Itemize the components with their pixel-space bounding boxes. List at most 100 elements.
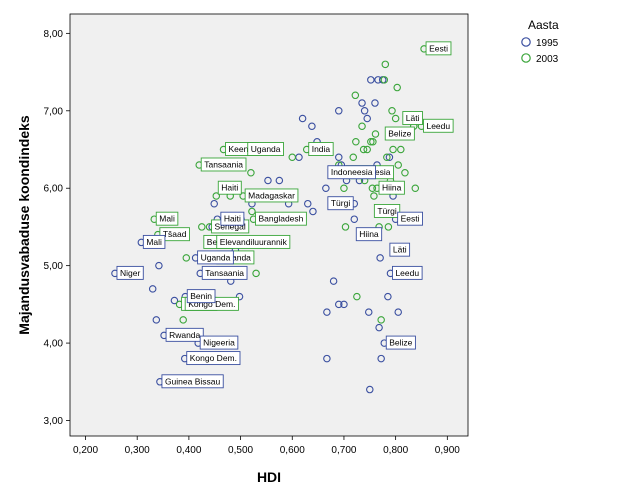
point-label-text: Haiti bbox=[224, 214, 241, 224]
point-label-box bbox=[255, 211, 307, 226]
point-label-text: India bbox=[312, 144, 331, 154]
data-point-2003 bbox=[383, 153, 391, 161]
legend-marker-2003 bbox=[521, 53, 531, 63]
point-label-text: Eesti bbox=[429, 43, 448, 53]
legend-label-2003: 2003 bbox=[536, 54, 559, 65]
point-label: Haiti bbox=[217, 180, 242, 195]
data-point-2003 bbox=[359, 145, 368, 154]
data-point-2003 bbox=[351, 91, 360, 100]
y-tick-label: 7,00 bbox=[44, 106, 64, 117]
x-tick-label: 0,400 bbox=[176, 445, 201, 456]
point-label: Türgi bbox=[373, 203, 401, 218]
x-tick-label: 0,200 bbox=[73, 445, 98, 456]
point-label-box bbox=[197, 250, 234, 265]
point-label: Hiina bbox=[355, 227, 383, 242]
point-label-text: Tšaad bbox=[163, 229, 187, 239]
data-point-2003 bbox=[391, 114, 400, 123]
point-label-text: Türgi bbox=[331, 198, 350, 208]
point-label-box bbox=[159, 227, 190, 242]
data-point-1995 bbox=[335, 153, 343, 161]
point-label-box bbox=[247, 142, 284, 156]
point-label-text: Leedu bbox=[395, 268, 419, 278]
data-point-1995 bbox=[363, 114, 371, 123]
data-point-1995 bbox=[264, 176, 272, 185]
data-point-1995 bbox=[170, 296, 179, 305]
point-labels: EestiLätiLeeduBelizeIndiaKeeniaUgandaTan… bbox=[116, 41, 454, 389]
point-label: Niger bbox=[116, 265, 144, 280]
point-label-text: Belize bbox=[389, 338, 412, 348]
data-point-1995 bbox=[275, 176, 284, 185]
data-point-1995 bbox=[375, 323, 383, 332]
data-point-1995 bbox=[376, 254, 384, 262]
data-point-2003 bbox=[394, 161, 402, 169]
y-tick-label: 3,00 bbox=[44, 416, 64, 427]
point-label-box bbox=[216, 234, 291, 249]
data-point-1995 bbox=[335, 300, 343, 309]
point-label-box bbox=[142, 234, 166, 249]
data-point-1995 bbox=[308, 122, 316, 131]
point-label: Türgi bbox=[327, 196, 354, 211]
data-point-2003 bbox=[341, 223, 350, 231]
x-axis-title: HDI bbox=[257, 469, 281, 485]
data-point-1995 bbox=[360, 107, 369, 115]
data-point-1995 bbox=[309, 207, 317, 216]
data-point-1995 bbox=[350, 215, 359, 223]
y-tick-label: 5,00 bbox=[44, 261, 64, 272]
point-label: Bangladesh bbox=[255, 211, 307, 226]
point-label-text: Haiti bbox=[221, 183, 238, 193]
point-label-box bbox=[186, 351, 241, 366]
data-point-2003 bbox=[393, 83, 401, 92]
data-point-2003 bbox=[363, 145, 371, 154]
point-label-text: Läti bbox=[393, 245, 407, 255]
data-point-2003 bbox=[352, 138, 360, 146]
data-point-2003 bbox=[252, 269, 260, 278]
data-point-2003 bbox=[198, 223, 206, 231]
point-label: Uganda bbox=[247, 142, 284, 156]
point-label: Elevandiluurannik bbox=[216, 234, 291, 249]
data-point-1995 bbox=[394, 308, 402, 316]
data-point-1995 bbox=[155, 261, 163, 270]
point-label: Belize bbox=[385, 335, 416, 350]
data-point-1995 bbox=[148, 285, 157, 293]
point-label-box bbox=[355, 227, 383, 242]
point-label-box bbox=[161, 374, 224, 389]
y-tick-label: 8,00 bbox=[44, 29, 64, 40]
data-point-2003 bbox=[247, 168, 255, 177]
point-label-text: Leedu bbox=[426, 121, 450, 131]
point-label-box bbox=[200, 157, 247, 172]
data-point-1995 bbox=[298, 114, 307, 123]
point-label: Läti bbox=[389, 242, 411, 257]
data-point-2003 bbox=[349, 153, 358, 161]
legend-label-1995: 1995 bbox=[536, 38, 559, 49]
y-tick-label: 4,00 bbox=[44, 339, 64, 350]
data-point-2003 bbox=[371, 130, 380, 138]
data-point-1995 bbox=[384, 292, 392, 301]
point-label-text: Mali bbox=[146, 237, 162, 247]
point-label-text: Nigeeria bbox=[203, 338, 235, 348]
point-label: Haiti bbox=[220, 211, 245, 226]
point-label: Rwanda bbox=[165, 327, 204, 342]
legend-title: Aasta bbox=[528, 18, 559, 32]
point-label: India bbox=[308, 142, 334, 156]
data-point-2003 bbox=[401, 168, 409, 177]
point-label-text: Niger bbox=[120, 268, 140, 278]
point-label-box bbox=[244, 188, 299, 203]
point-label-text: Tansaania bbox=[204, 159, 243, 169]
x-tick-label: 0,300 bbox=[125, 445, 150, 456]
data-point-2003 bbox=[248, 207, 256, 216]
point-label-box bbox=[327, 165, 376, 180]
point-label: Nigeeria bbox=[199, 335, 239, 350]
data-point-1995 bbox=[152, 316, 161, 324]
data-point-2003 bbox=[368, 184, 377, 192]
data-point-2003 bbox=[389, 145, 397, 154]
point-label-box bbox=[165, 327, 204, 342]
x-tick-label: 0,500 bbox=[228, 445, 253, 456]
point-label-text: Senegal bbox=[215, 221, 246, 231]
point-label: Leedu bbox=[392, 265, 423, 280]
point-label-box bbox=[308, 142, 334, 156]
data-point-2003 bbox=[353, 292, 361, 301]
legend: Aasta 1995 2003 bbox=[521, 18, 559, 65]
point-label-text: Hiina bbox=[359, 229, 379, 239]
point-label-box bbox=[384, 126, 415, 141]
